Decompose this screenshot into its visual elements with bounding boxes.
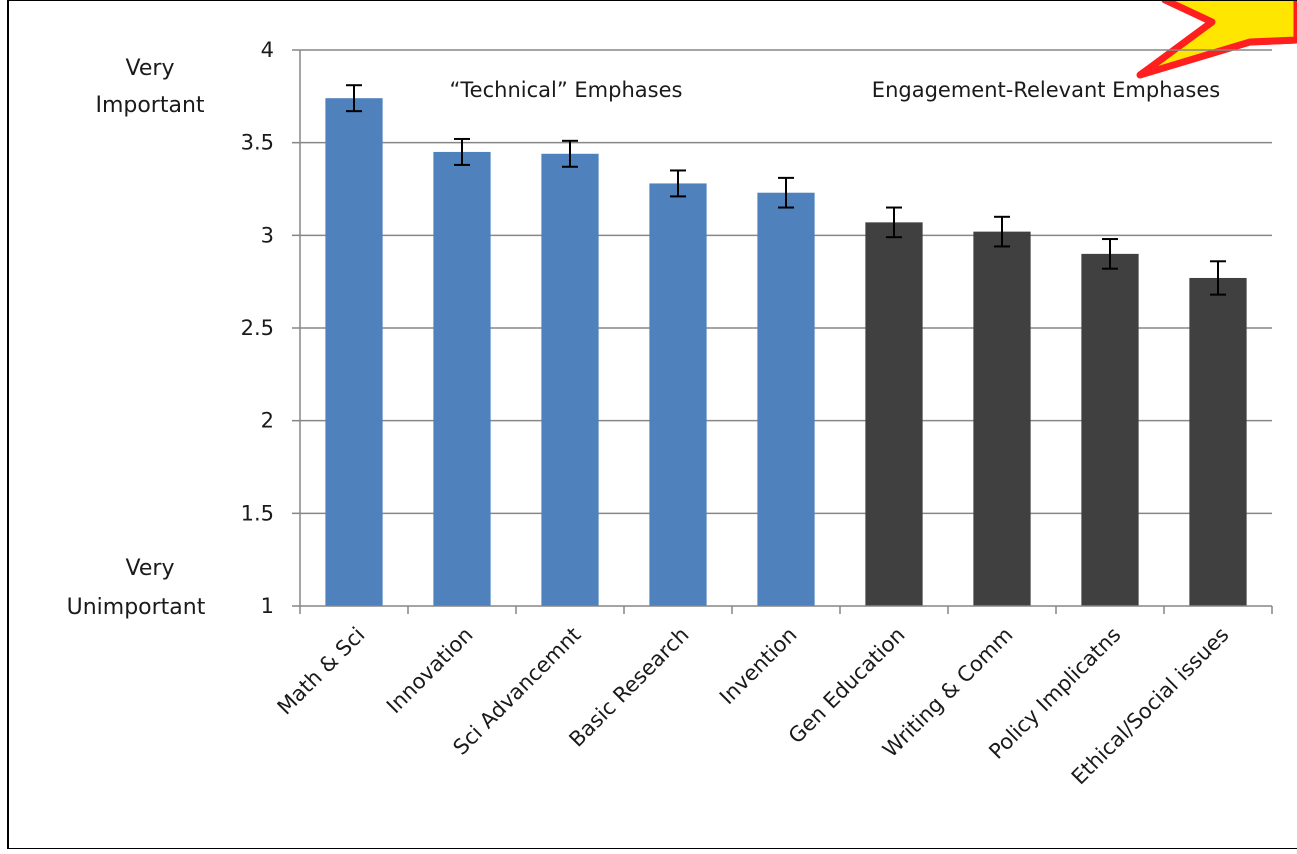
y-top-label-line1: Very <box>126 56 175 81</box>
bar-writing-comm <box>973 231 1031 607</box>
bar-invention <box>757 192 815 606</box>
error-bar <box>778 176 794 209</box>
y-tick-label: 4 <box>261 38 274 62</box>
y-tick-label: 1 <box>261 594 274 618</box>
error-bar <box>886 206 902 239</box>
x-tick-label: Invention <box>715 623 802 710</box>
bar-sci-advancemnt <box>541 153 599 606</box>
axes <box>299 50 1273 614</box>
bar-math-sci <box>325 98 383 606</box>
group-label-technical: “Technical” Emphases <box>450 78 683 102</box>
bar-basic-research <box>649 183 707 606</box>
y-tick-label: 2.5 <box>241 316 274 340</box>
error-bar <box>1210 260 1226 296</box>
x-tick-label: Gen Education <box>784 623 910 749</box>
y-tick-label: 1.5 <box>241 501 274 525</box>
group-label-engagement: Engagement-Relevant Emphases <box>872 78 1220 102</box>
error-bar <box>670 169 686 198</box>
error-bar <box>562 139 578 168</box>
y-bottom-label-line1: Very <box>126 556 175 581</box>
y-tick-label: 2 <box>261 409 274 433</box>
bar-ethical-social-issues <box>1189 277 1247 606</box>
bars <box>325 98 1247 607</box>
error-bar <box>994 215 1010 248</box>
x-tick-label: Math & Sci <box>273 623 370 720</box>
x-tick-label: Basic Research <box>564 623 693 752</box>
callout-shape <box>1136 0 1297 79</box>
bar-policy-implicatns <box>1081 253 1139 606</box>
error-bars <box>346 84 1226 296</box>
error-bar <box>454 137 470 166</box>
y-tick-labels: 1 1.5 2 2.5 3 3.5 4 <box>241 38 274 618</box>
y-top-label-line2: Important <box>95 93 204 118</box>
y-tick-label: 3.5 <box>241 131 274 155</box>
error-bar <box>346 84 362 113</box>
error-bar <box>1102 238 1118 270</box>
y-tick-label: 3 <box>261 223 274 247</box>
bar-gen-education <box>865 222 923 607</box>
callout-tail <box>1136 0 1297 79</box>
x-tick-label: Innovation <box>382 623 478 719</box>
bar-innovation <box>433 151 491 606</box>
y-bottom-label-line2: Unimportant <box>67 595 206 620</box>
